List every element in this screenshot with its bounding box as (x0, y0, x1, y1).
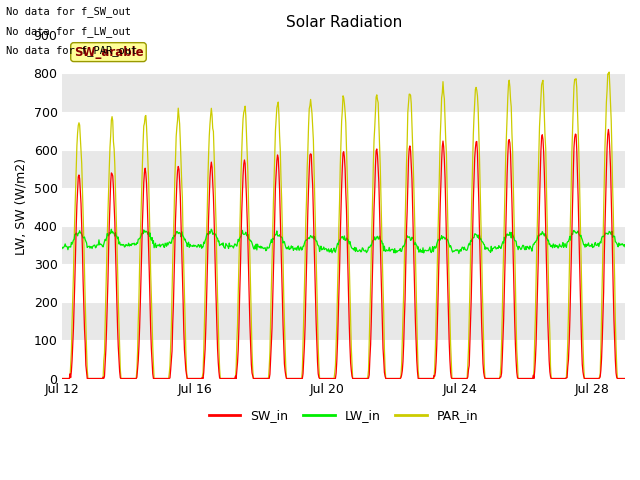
Text: SW_arable: SW_arable (74, 46, 143, 59)
Bar (63, 226, 625, 264)
Legend: SW_in, LW_in, PAR_in: SW_in, LW_in, PAR_in (204, 404, 483, 427)
Bar (63, 302, 625, 340)
Text: No data for f_PAR_out: No data for f_PAR_out (6, 45, 138, 56)
Text: No data for f_SW_out: No data for f_SW_out (6, 6, 131, 17)
Bar (63, 150, 625, 188)
Title: Solar Radiation: Solar Radiation (285, 15, 402, 30)
Text: No data for f_LW_out: No data for f_LW_out (6, 25, 131, 36)
Y-axis label: LW, SW (W/m2): LW, SW (W/m2) (15, 158, 28, 255)
Bar (63, 73, 625, 111)
